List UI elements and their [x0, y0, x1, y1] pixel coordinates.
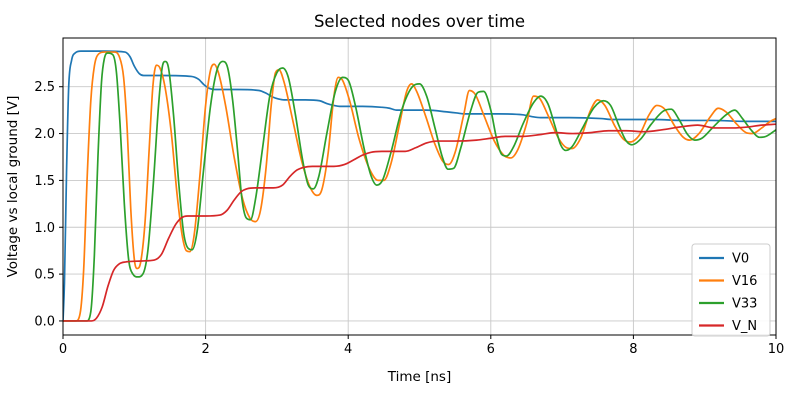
- legend-item: V_N: [699, 319, 757, 334]
- legend-box: [691, 243, 771, 337]
- series-line-V33: [63, 52, 776, 322]
- y-axis-label: Voltage vs local ground [V]: [5, 96, 21, 278]
- legend-label: V0: [732, 252, 749, 267]
- legend-label: V33: [732, 297, 757, 312]
- y-tick-label: 2.0: [34, 127, 55, 142]
- plot-border: [62, 37, 777, 336]
- x-tick-label: 2: [201, 342, 209, 357]
- y-tick-label: 0.5: [34, 268, 55, 283]
- x-tick-label: 6: [487, 342, 495, 357]
- series-line-V_N: [63, 123, 776, 322]
- series-line-V0: [63, 50, 776, 322]
- y-tick-label: 1.0: [34, 221, 55, 236]
- y-tick-label: 1.5: [34, 174, 55, 189]
- x-tick-label: 0: [59, 342, 67, 357]
- x-tick-label: 4: [344, 342, 352, 357]
- legend-item: V0: [699, 252, 749, 267]
- series-line-V16: [63, 51, 776, 322]
- x-tick-label: 10: [768, 342, 785, 357]
- y-tick-label: 2.5: [34, 80, 55, 95]
- legend: V0 V16 V33 V_N: [691, 243, 771, 337]
- axes: [59, 37, 777, 339]
- legend-label: V16: [732, 274, 757, 289]
- chart-title: Selected nodes over time: [314, 12, 525, 31]
- tick-labels: 0 2 4 6 8 10 0.0 0.5 1.0 1.5 2.0 2.5: [34, 80, 784, 357]
- y-tick-label: 0.0: [34, 314, 55, 329]
- legend-item: V16: [699, 274, 757, 289]
- x-tick-label: 8: [629, 342, 637, 357]
- series-lines: [63, 50, 776, 322]
- legend-item: V33: [699, 297, 757, 312]
- x-axis-label: Time [ns]: [387, 369, 451, 385]
- legend-label: V_N: [732, 319, 757, 334]
